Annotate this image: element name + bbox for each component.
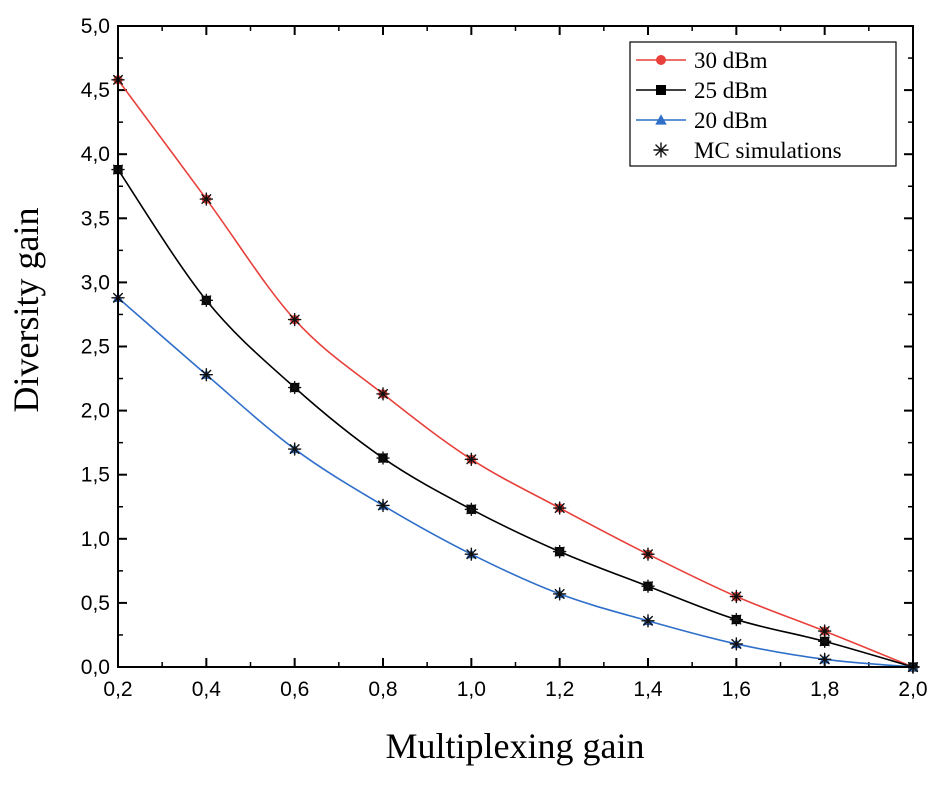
tick-labels: 0,2 0,4 0,6 0,8 1,0 1,2 1,4 1,6 1,8 2,0 0,0 0,5 1,0 1…: [81, 15, 928, 701]
asterisk-stroke: [731, 591, 742, 602]
asterisk-stroke: [642, 581, 654, 592]
x-tick-label: 0,4: [192, 678, 222, 701]
y-tick-label: 0,0: [81, 656, 110, 679]
mc-simulation-point: [641, 579, 655, 593]
series-line-30-dbm: [117, 79, 914, 668]
asterisk-stroke: [655, 144, 667, 156]
asterisk-stroke: [642, 615, 654, 626]
mc-simulation-point: [641, 614, 655, 628]
x-tick-label: 1,8: [810, 678, 839, 701]
mc-simulation-point: [817, 624, 832, 638]
asterisk-stroke: [201, 194, 212, 205]
asterisk-stroke: [466, 504, 477, 515]
mc-simulation-point: [464, 502, 479, 517]
mc-simulation-point: [817, 634, 832, 649]
mc-simulation-point: [199, 192, 214, 206]
mc-simulation-point: [552, 587, 567, 601]
mc-simulation-point: [287, 380, 302, 395]
mc-simulation-point: [729, 637, 744, 651]
legend-label-25-dbm: 25 dBm: [694, 78, 768, 103]
asterisk-stroke: [201, 369, 212, 380]
mc-simulation-point: [464, 547, 479, 561]
plot-frame: [117, 25, 914, 668]
y-tick-label: 5,0: [81, 15, 110, 38]
y-axis-title: Diversity gain: [6, 208, 46, 413]
asterisk-stroke: [642, 549, 654, 560]
mc-simulation-point: [199, 293, 214, 308]
series-line-20-dbm: [117, 297, 914, 668]
asterisk-stroke: [466, 549, 477, 560]
x-axis-title: Multiplexing gain: [386, 726, 645, 766]
legend-marker-mc-simulations: [653, 142, 669, 158]
x-tick-label: 1,2: [545, 678, 574, 701]
x-tick-label: 1,4: [633, 678, 663, 701]
mc-simulation-point: [376, 387, 390, 401]
legend-label-30-dbm: 30 dBm: [694, 48, 768, 73]
legend: 30 dBm 25 dBm 20 dBm MC simulations: [629, 41, 897, 167]
asterisk-stroke: [731, 614, 742, 625]
asterisk-stroke: [819, 636, 830, 647]
asterisk-stroke: [289, 382, 300, 393]
asterisk-stroke: [731, 638, 742, 649]
mc-simulation-point: [287, 312, 302, 327]
series-line-25-dbm: [117, 169, 914, 668]
asterisk-stroke: [554, 546, 565, 557]
legend-label-mc-simulations: MC simulations: [694, 138, 842, 163]
y-tick-label: 3,0: [81, 271, 110, 294]
mc-simulation-point: [287, 442, 302, 456]
mc-simulation-point: [464, 452, 479, 467]
asterisk-stroke: [201, 295, 212, 306]
x-tick-label: 1,6: [722, 678, 751, 701]
x-tick-label: 0,8: [368, 678, 397, 701]
asterisk-stroke: [554, 588, 565, 599]
mc-simulation-point: [376, 451, 390, 465]
legend-box: [629, 41, 897, 167]
mc-simulation-point: [552, 544, 567, 559]
x-tick-label: 0,2: [103, 678, 132, 701]
mc-simulation-point: [729, 589, 744, 604]
legend-marker-30-dbm: [656, 55, 666, 65]
y-tick-label: 2,0: [81, 400, 110, 423]
mc-simulation-point: [729, 612, 744, 627]
x-tick-label: 1,0: [457, 678, 486, 701]
mc-simulation-point: [641, 547, 655, 561]
mc-simulation-point: [817, 652, 832, 667]
asterisk-stroke: [289, 314, 300, 325]
x-tick-label: 0,6: [280, 678, 309, 701]
asterisk-stroke: [377, 500, 389, 511]
asterisk-stroke: [466, 454, 477, 465]
asterisk-stroke: [819, 626, 830, 637]
y-tick-label: 2,5: [81, 336, 110, 359]
y-tick-label: 1,0: [81, 528, 110, 551]
mc-simulation-point: [552, 501, 567, 515]
y-tick-label: 3,5: [81, 207, 110, 230]
y-tick-label: 0,5: [81, 592, 110, 615]
asterisk-stroke: [554, 503, 565, 514]
asterisk-stroke: [377, 388, 389, 399]
asterisk-stroke: [819, 654, 830, 665]
mc-simulation-point: [376, 498, 390, 513]
y-tick-label: 4,5: [81, 79, 110, 102]
y-tick-label: 4,0: [81, 143, 110, 166]
legend-label-20-dbm: 20 dBm: [694, 108, 768, 133]
asterisk-stroke: [289, 444, 300, 455]
legend-marker-25-dbm: [656, 85, 666, 95]
x-tick-label: 2,0: [898, 678, 927, 701]
asterisk-stroke: [377, 453, 389, 464]
y-tick-label: 1,5: [81, 464, 110, 487]
legend-marker-20-dbm: [655, 114, 667, 125]
mc-simulation-point: [199, 368, 214, 382]
